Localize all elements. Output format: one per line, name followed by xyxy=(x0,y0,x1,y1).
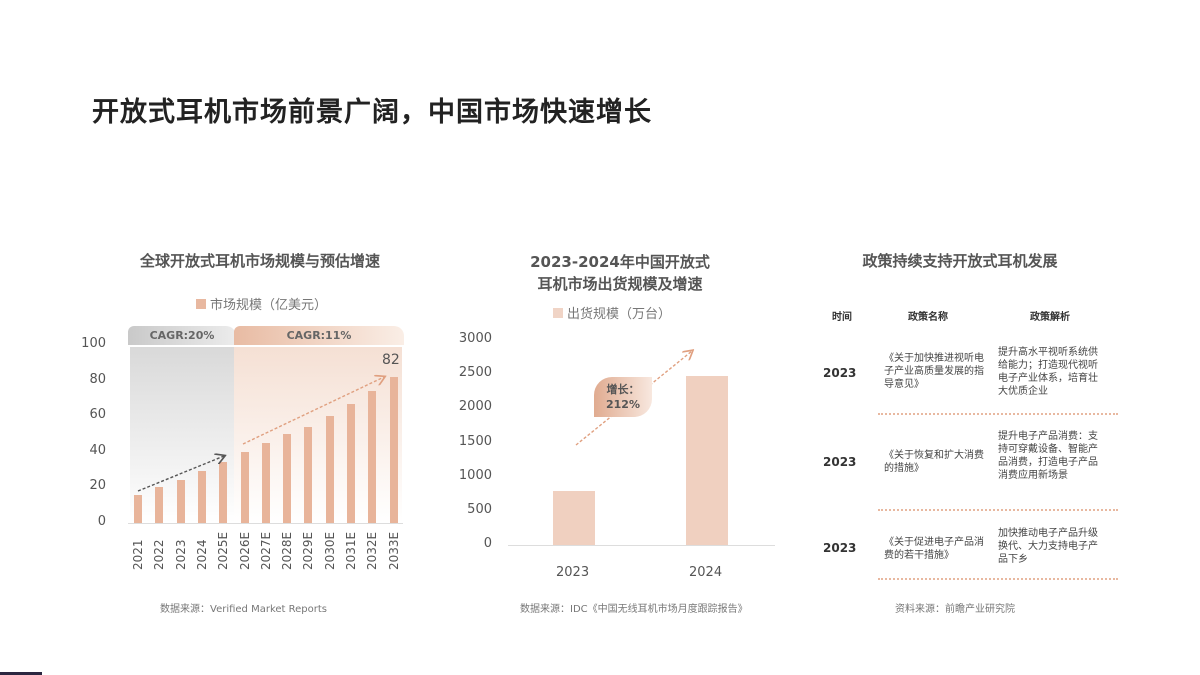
chart-legend: 出货规模（万台） xyxy=(553,303,671,322)
growth-value: 212% xyxy=(606,398,640,411)
cagr-history-badge: CAGR:20% xyxy=(128,326,236,345)
bar xyxy=(219,462,228,523)
row-year: 2023 xyxy=(823,366,857,380)
row-policy-name: 《关于促进电子产品消费的若干措施》 xyxy=(884,537,984,561)
column-header-time: 时间 xyxy=(832,312,852,323)
y-tick-label: 3000 xyxy=(458,331,492,346)
growth-badge: 增长： 212% xyxy=(594,377,652,417)
bar xyxy=(325,416,334,523)
table-title: 政策持续支持开放式耳机发展 xyxy=(862,252,1058,270)
column-header-policy-name: 政策名称 xyxy=(908,312,948,323)
y-tick-label: 1000 xyxy=(458,467,492,483)
bar xyxy=(304,426,313,523)
row-year: 2023 xyxy=(823,541,857,555)
bar xyxy=(368,391,377,523)
row-divider xyxy=(878,413,1118,415)
history-trend-arrow xyxy=(137,456,224,492)
y-tick-label: 0 xyxy=(97,514,106,529)
chart-title: 2023-2024年中国开放式 耳机市场出货规模及增速 xyxy=(470,251,770,295)
corner-decoration xyxy=(0,672,42,675)
bar xyxy=(176,480,185,523)
bar xyxy=(389,377,398,523)
cagr-forecast-badge: CAGR:11% xyxy=(234,326,404,345)
y-tick-label: 0 xyxy=(483,536,492,551)
x-tick-label: 2024 xyxy=(689,565,723,580)
page-title: 开放式耳机市场前景广阔，中国市场快速增长 xyxy=(92,97,652,128)
legend-label: 市场规模（亿美元） xyxy=(210,298,328,313)
y-tick-label: 500 xyxy=(467,501,492,517)
chart-source: 数据来源：Verified Market Reports xyxy=(160,604,327,615)
row-policy-name: 《关于加快推进视听电子产业高质量发展的指导意见》 xyxy=(884,353,984,390)
y-tick-label: 60 xyxy=(89,407,106,423)
bar xyxy=(134,494,142,523)
column-header-policy-analysis: 政策解析 xyxy=(1030,312,1070,323)
row-policy-analysis: 提升电子产品消费：支持可穿戴设备、智能产品消费，打造电子产品消费应用新场景 xyxy=(998,431,1098,481)
chart-title-line-2: 耳机市场出货规模及增速 xyxy=(537,275,703,293)
y-tick-label: 100 xyxy=(81,336,106,351)
y-tick-label: 1500 xyxy=(458,433,492,449)
legend-label: 出货规模（万台） xyxy=(567,307,672,322)
bar xyxy=(686,376,728,545)
bar xyxy=(155,487,164,523)
y-tick-label: 80 xyxy=(89,371,106,387)
growth-label: 增长： xyxy=(606,383,640,396)
row-divider xyxy=(878,578,1118,580)
bar xyxy=(197,471,206,523)
y-tick-label: 2500 xyxy=(458,365,492,381)
bar xyxy=(240,451,249,523)
forecast-trend-arrow xyxy=(242,377,384,445)
y-tick-label: 40 xyxy=(89,442,106,458)
row-policy-analysis: 提升高水平视听系统供给能力；打造现代视听电子产业体系，培育壮大优质企业 xyxy=(998,347,1098,397)
chart-source: 数据来源：IDC《中国无线耳机市场月度跟踪报告》 xyxy=(520,604,748,615)
legend-swatch xyxy=(196,298,206,309)
table-source: 资料来源：前瞻产业研究院 xyxy=(895,604,1015,615)
bar xyxy=(553,491,595,545)
last-value-label: 82 xyxy=(382,352,400,368)
bar xyxy=(261,442,270,523)
x-axis-line xyxy=(508,545,775,546)
bar xyxy=(347,403,355,523)
x-axis-line xyxy=(128,523,403,524)
bar xyxy=(283,434,292,523)
legend-swatch xyxy=(553,307,563,318)
x-tick-label: 2023 xyxy=(556,565,590,580)
y-tick-label: 20 xyxy=(89,478,106,494)
row-policy-name: 《关于恢复和扩大消费的措施》 xyxy=(884,450,984,474)
y-tick-label: 2000 xyxy=(458,399,492,415)
chart-title: 全球开放式耳机市场规模与预估增速 xyxy=(139,252,380,270)
row-policy-analysis: 加快推动电子产品升级换代、大力支持电子产品下乡 xyxy=(998,528,1098,565)
row-year: 2023 xyxy=(823,455,857,469)
row-divider xyxy=(878,509,1118,511)
chart-legend: 市场规模（亿美元） xyxy=(196,294,327,313)
chart-title-line-1: 2023-2024年中国开放式 xyxy=(530,253,710,271)
